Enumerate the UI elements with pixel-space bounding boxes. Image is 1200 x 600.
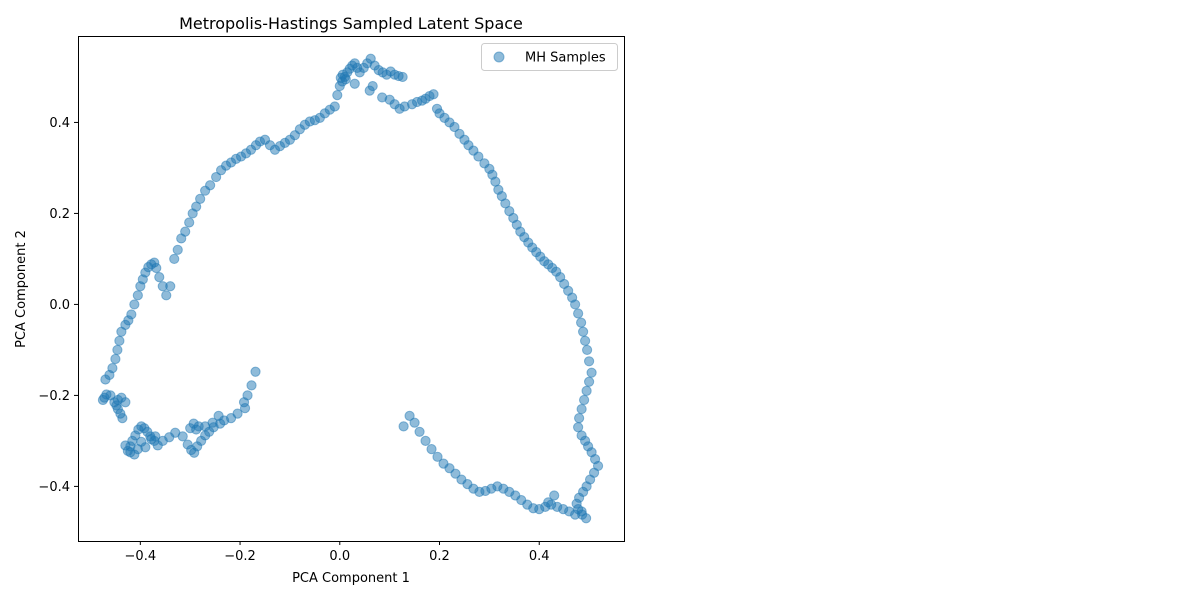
- data-point: [213, 410, 224, 421]
- y-tick-label: 0.4: [49, 116, 70, 131]
- data-point: [120, 397, 131, 408]
- data-point: [332, 90, 343, 101]
- data-point: [172, 244, 183, 255]
- data-point: [132, 290, 143, 301]
- data-point: [165, 281, 176, 292]
- data-point: [584, 376, 595, 387]
- data-point: [426, 444, 437, 455]
- y-tick-label: −0.4: [38, 480, 70, 495]
- data-point: [207, 417, 218, 428]
- data-point: [154, 272, 165, 283]
- data-point: [239, 403, 251, 414]
- data-point: [129, 299, 140, 310]
- data-point: [582, 344, 593, 356]
- x-tick-label: −0.2: [224, 549, 256, 564]
- data-point: [428, 89, 439, 100]
- data-point: [114, 335, 125, 346]
- data-point: [126, 309, 137, 320]
- legend: MH Samples: [481, 43, 618, 71]
- x-axis-title: PCA Component 1: [292, 571, 410, 586]
- data-point: [180, 226, 191, 237]
- data-point: [586, 367, 597, 378]
- data-point: [409, 417, 420, 428]
- data-point: [340, 74, 351, 85]
- data-point: [449, 121, 460, 133]
- data-point: [581, 385, 592, 396]
- chart-title: Metropolis-Hastings Sampled Latent Space: [179, 14, 523, 33]
- data-point: [110, 353, 121, 365]
- y-tick-label: 0.0: [49, 298, 70, 313]
- x-tick-label: 0.0: [329, 549, 350, 564]
- data-point: [576, 403, 587, 415]
- data-point: [250, 366, 261, 377]
- data-point: [107, 363, 118, 374]
- data-point: [438, 458, 449, 469]
- data-point: [169, 253, 180, 265]
- data-point: [184, 217, 195, 228]
- data-point: [576, 317, 587, 328]
- x-tick-label: 0.4: [529, 549, 550, 564]
- x-tick-label: 0.2: [429, 549, 450, 564]
- data-point: [549, 490, 560, 501]
- legend-marker: [493, 51, 505, 63]
- data-point: [329, 101, 340, 112]
- data-point: [420, 435, 431, 447]
- data-point: [246, 380, 257, 391]
- data-point: [398, 421, 409, 432]
- data-point: [432, 451, 443, 462]
- y-tick-label: −0.2: [38, 389, 70, 404]
- legend-frame: [481, 43, 618, 71]
- data-point: [349, 78, 360, 89]
- data-point: [584, 356, 595, 367]
- data-point: [112, 344, 123, 356]
- y-tick-label: 0.2: [49, 207, 70, 222]
- data-point: [543, 497, 554, 508]
- y-axis-title: PCA Component 2: [14, 230, 29, 348]
- x-tick-label: −0.4: [125, 549, 157, 564]
- data-point: [570, 299, 581, 310]
- data-point: [120, 440, 131, 451]
- data-point: [191, 424, 202, 435]
- data-point: [580, 335, 591, 346]
- x-axis: −0.4 −0.2 0.0 0.2 0.4: [125, 541, 550, 564]
- legend-label: MH Samples: [525, 51, 606, 66]
- data-point: [414, 426, 425, 437]
- data-point: [97, 394, 109, 406]
- data-point: [205, 180, 216, 191]
- y-axis: −0.4 −0.2 0.0 0.2 0.4: [38, 116, 78, 495]
- data-point: [211, 171, 222, 183]
- data-point: [573, 308, 584, 319]
- points-layer: [97, 53, 604, 524]
- data-point: [161, 290, 172, 301]
- data-point: [195, 193, 206, 204]
- plot-frame: [78, 36, 625, 542]
- data-point: [151, 262, 162, 274]
- data-point: [473, 151, 484, 162]
- data-point: [404, 410, 415, 421]
- data-point: [574, 413, 585, 424]
- data-point: [125, 447, 136, 458]
- data-point: [456, 474, 467, 485]
- data-point: [182, 439, 193, 450]
- data-point: [150, 431, 161, 442]
- data-point: [367, 80, 378, 92]
- data-point: [578, 326, 589, 337]
- data-point: [397, 71, 408, 83]
- data-point: [579, 394, 590, 406]
